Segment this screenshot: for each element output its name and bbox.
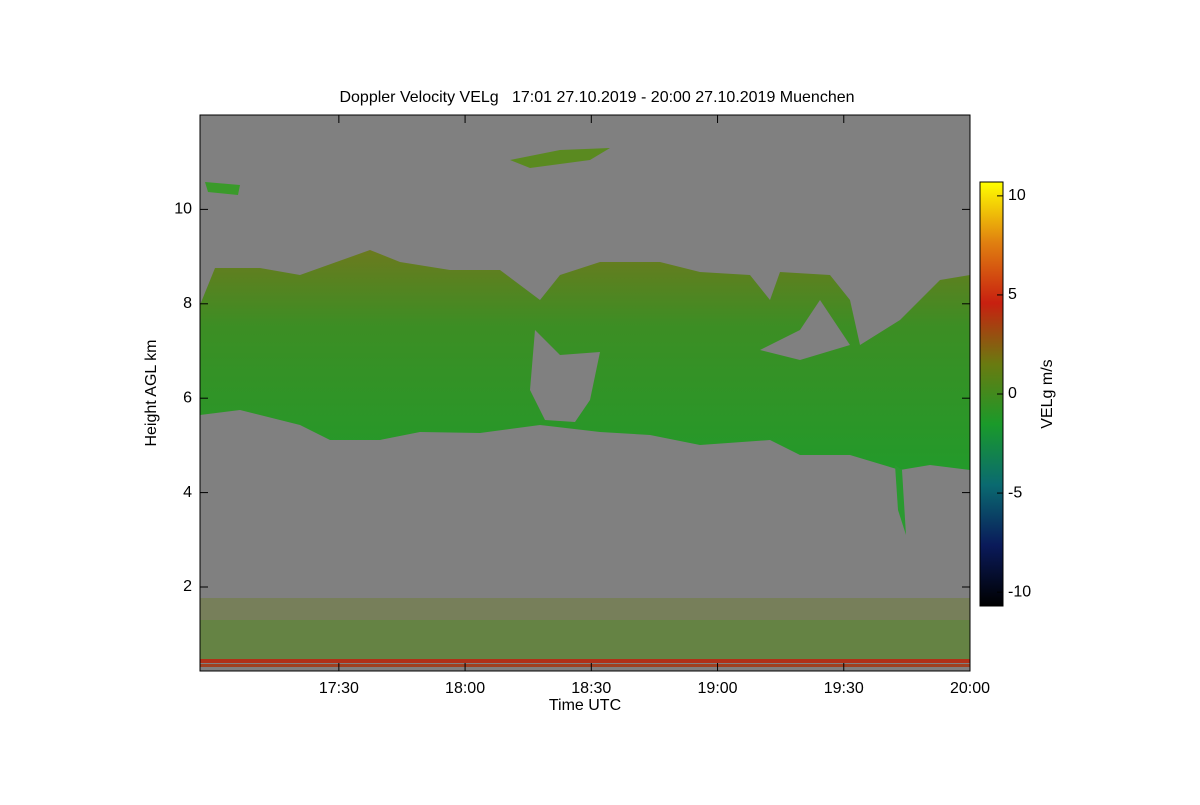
- colorbar-tick-label: -5: [1008, 484, 1022, 501]
- x-tick-label: 17:30: [319, 680, 359, 697]
- x-tick-label: 20:00: [950, 680, 990, 697]
- x-axis-label: Time UTC: [549, 697, 621, 714]
- y-axis-label: Height AGL km: [143, 339, 160, 446]
- x-tick-label: 19:00: [698, 680, 738, 697]
- x-tick-label: 18:00: [445, 680, 485, 697]
- colorbar-tick-label: 10: [1008, 187, 1026, 204]
- colorbar-label: VELg m/s: [1039, 359, 1056, 428]
- echo-field: [200, 148, 970, 667]
- x-tick-label: 18:30: [571, 680, 611, 697]
- chart-title: Doppler Velocity VELg 17:01 27.10.2019 -…: [339, 89, 854, 106]
- plot-frame: [199, 114, 971, 672]
- y-tick-label: 10: [174, 201, 192, 218]
- colorbar-tick-label: -10: [1008, 583, 1031, 600]
- y-tick-label: 8: [183, 295, 192, 312]
- y-tick-label: 6: [183, 389, 192, 406]
- y-tick-label: 2: [183, 578, 192, 595]
- y-tick-label: 4: [183, 484, 192, 501]
- colorbar-tick-label: 0: [1008, 385, 1017, 402]
- colorbar-tick-label: 5: [1008, 286, 1017, 303]
- x-tick-label: 19:30: [824, 680, 864, 697]
